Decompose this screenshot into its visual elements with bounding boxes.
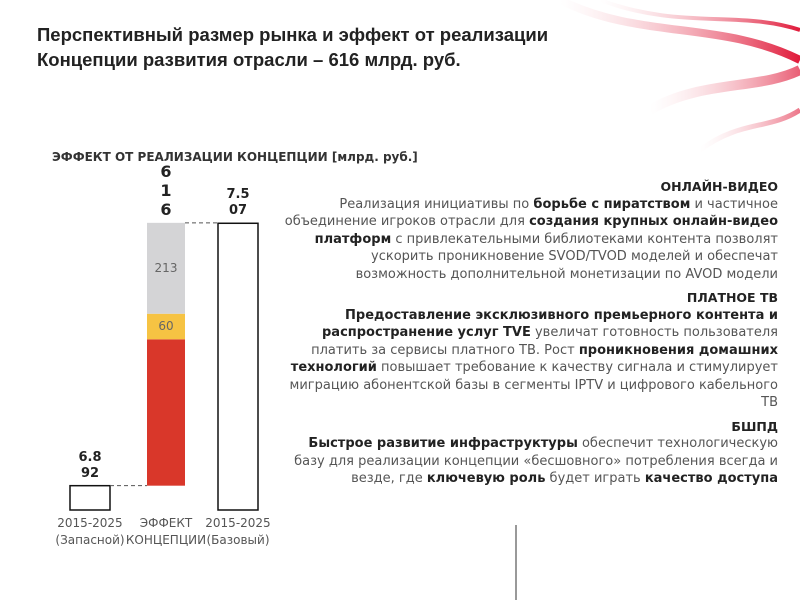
decor bbox=[698, 107, 800, 153]
text-run: ключевую роль bbox=[426, 471, 546, 486]
decor bbox=[647, 65, 800, 115]
text-run: проникновения домашних технологий bbox=[290, 342, 778, 376]
segment bbox=[147, 313, 185, 340]
section-body: Предоставление эксклюзивного премьерного… bbox=[280, 307, 778, 412]
text-run: Реализация инициативы по bbox=[339, 196, 534, 212]
x-tick-label-line: ЭФФЕКТ bbox=[139, 516, 193, 530]
segment bbox=[147, 339, 185, 486]
x-tick-label-line: 2015-2025 bbox=[205, 516, 271, 530]
text-run: Предоставление эксклюзивного премьерного… bbox=[321, 307, 778, 341]
bar bbox=[69, 484, 111, 511]
bar bbox=[217, 222, 259, 511]
x-tick-label-line: (Запасной) bbox=[55, 533, 125, 547]
text-panel: ОНЛАЙН-ВИДЕО Реализация инициативы по бор… bbox=[280, 178, 778, 494]
section-heading: БШПД bbox=[731, 418, 778, 434]
value-label: 616 bbox=[160, 161, 172, 219]
section: ПЛАТНОЕ ТВ Предоставление эксклюзивного п… bbox=[280, 289, 778, 412]
text-run: обеспечит технологическую базу для реали… bbox=[294, 436, 778, 486]
text-run: борьбе с пиратством bbox=[533, 196, 691, 212]
section-heading: ОНЛАЙН-ВИДЕО bbox=[660, 179, 778, 194]
text-run: создания крупных онлайн-видео платформ bbox=[314, 214, 778, 247]
chart-title: ЭФФЕКТ ОТ РЕАЛИЗАЦИИ КОНЦЕПЦИИ [млрд. ру… bbox=[52, 150, 418, 164]
value-label: 7.507 bbox=[226, 187, 250, 219]
text-run: увеличат готовность пользователя платить… bbox=[311, 325, 778, 358]
decor bbox=[599, 0, 800, 32]
x-tick-label: ЭФФЕКТ КОНЦЕПЦИИ bbox=[116, 515, 216, 549]
slide-title: Перспективный размер рынка и эффект от р… bbox=[37, 22, 548, 72]
text-run: Быстрое развитие инфраструктуры bbox=[308, 436, 578, 451]
text-run: повышает требование к качеству сигнала и… bbox=[289, 360, 778, 410]
segment-label: 213 bbox=[155, 261, 178, 275]
title-line: Концепции развития отрасли – 616 млрд. р… bbox=[37, 49, 461, 70]
text-run: будет играть bbox=[545, 471, 645, 486]
x-tick-label-line: (Базовый) bbox=[206, 533, 270, 547]
text-run: и частичное объединение игроков отрасли … bbox=[284, 196, 778, 230]
x-tick-label: 2015-2025 (Запасной) bbox=[40, 515, 140, 549]
text-run: с привлекательными библиотеками контента… bbox=[355, 231, 778, 282]
segment bbox=[147, 222, 185, 314]
title-line: Перспективный размер рынка и эффект от р… bbox=[37, 24, 549, 45]
section-body: Быстрое развитие инфраструктуры обеспечи… bbox=[280, 435, 778, 488]
segment-label: 60 bbox=[158, 319, 173, 333]
value-label: 6.892 bbox=[78, 449, 102, 481]
x-tick-label-line: КОНЦЕПЦИИ bbox=[125, 533, 207, 547]
x-tick-label: 2015-2025 (Базовый) bbox=[188, 515, 288, 549]
section: ОНЛАЙН-ВИДЕО Реализация инициативы по бор… bbox=[280, 178, 778, 283]
section: БШПД Быстрое развитие инфраструктуры обес… bbox=[280, 418, 778, 488]
section-heading: ПЛАТНОЕ ТВ bbox=[686, 290, 778, 305]
text-run: качество доступа bbox=[644, 471, 778, 486]
x-tick-label-line: 2015-2025 bbox=[57, 516, 123, 530]
decor bbox=[558, 0, 800, 64]
section-body: Реализация инициативы по борьбе с пиратс… bbox=[280, 196, 778, 284]
